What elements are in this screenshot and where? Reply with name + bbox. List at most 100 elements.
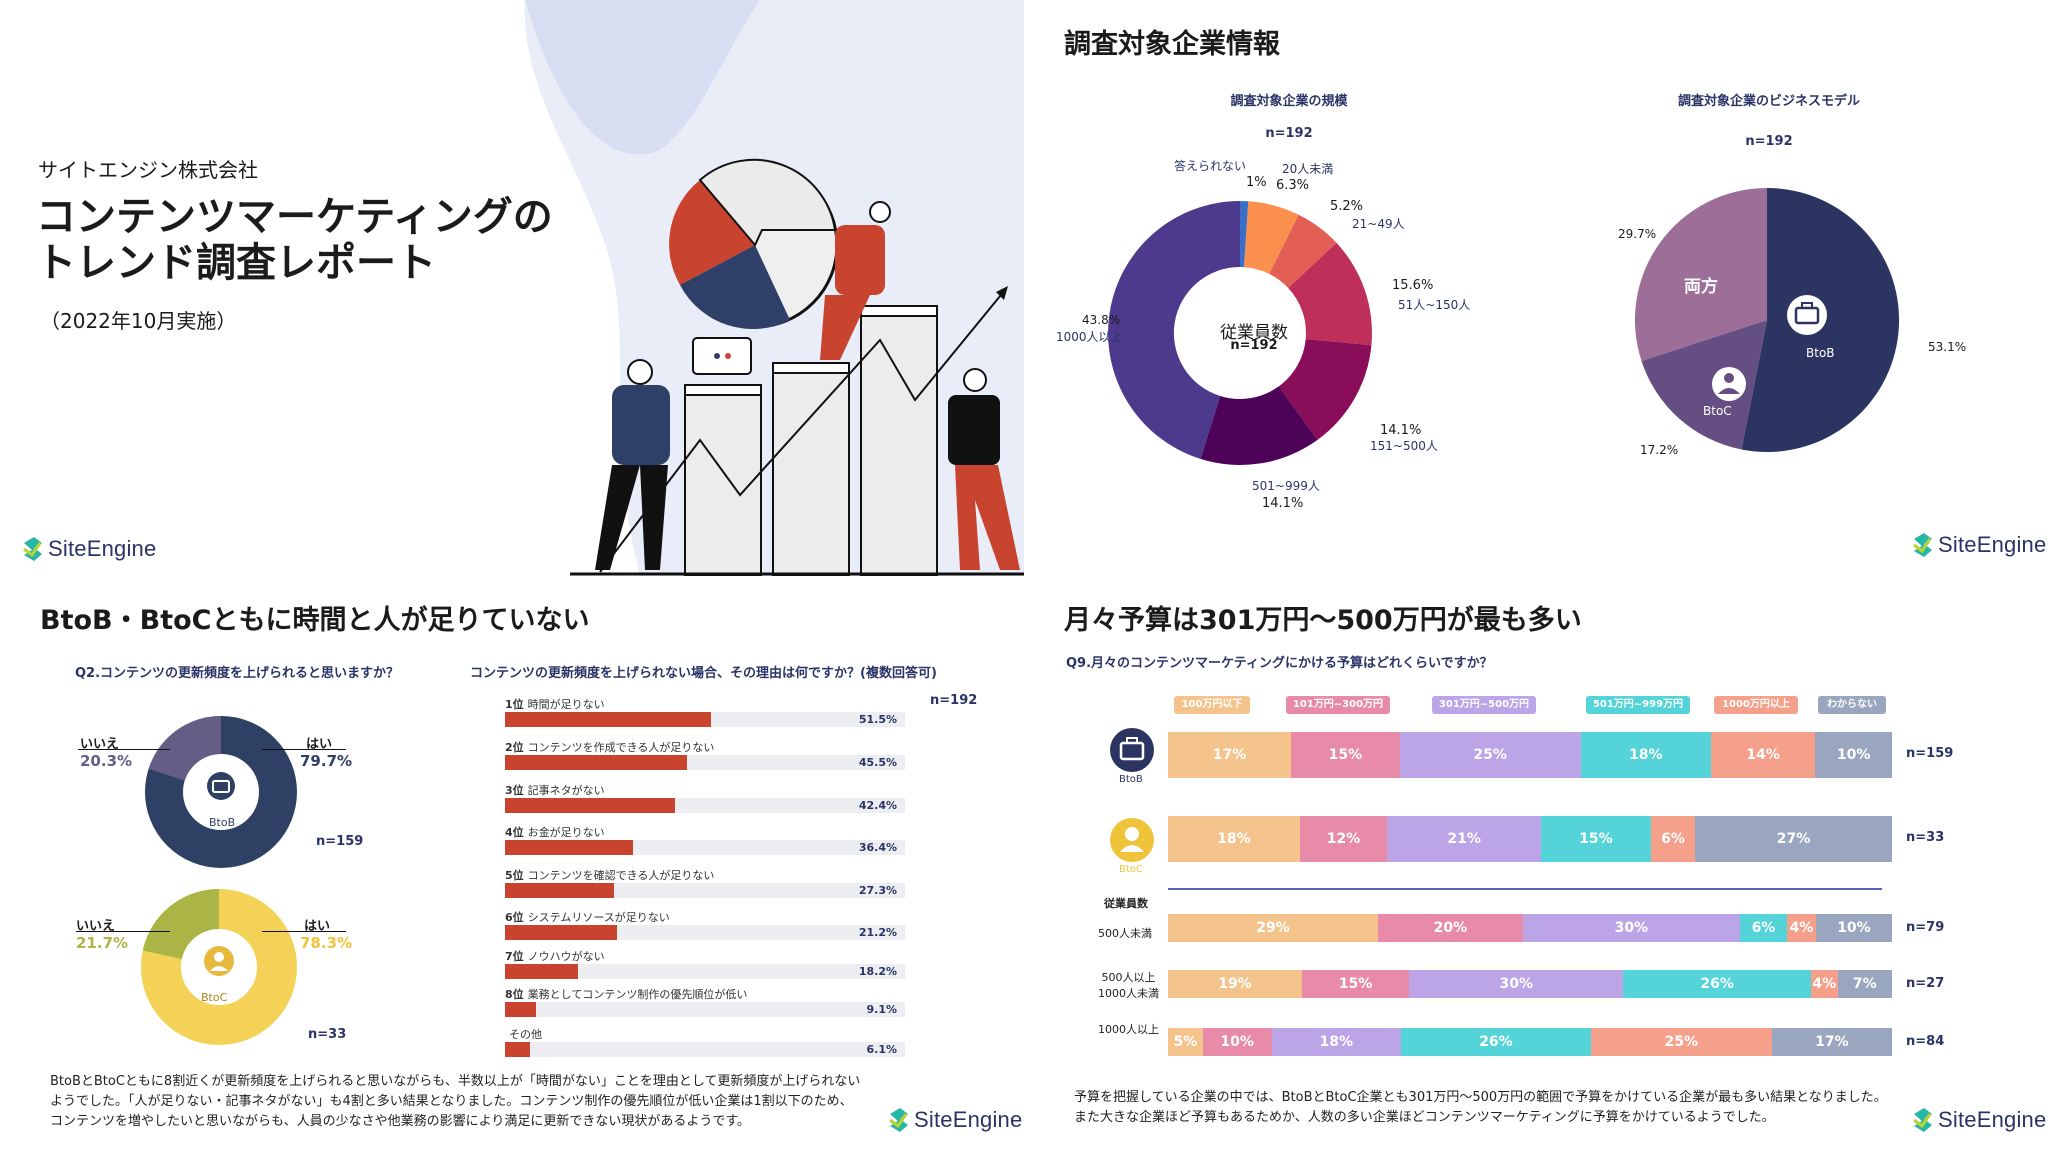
reason-pct: 21.2% — [858, 926, 897, 939]
reason-row: 8位 業務としてコンテンツ制作の優先順位が低い 9.1% — [505, 986, 905, 1017]
segment-unknown: 7% — [1837, 970, 1892, 998]
segment-301-500: 30% — [1409, 970, 1624, 998]
label-btoc: BtoC — [1703, 404, 1732, 418]
summary-line: 予算を把握している企業の中では、BtoBとBtoC企業とも301万円〜500万円… — [1074, 1090, 1887, 1105]
reason-bar-track: 9.1% — [505, 1002, 905, 1017]
btoc-yes-leader-line — [262, 931, 346, 932]
btob-donut-label: BtoB — [209, 816, 236, 829]
reasons-heading: BtoB・BtoCともに時間と人が足りていない — [40, 605, 590, 636]
row-label-under500: 500人未満 — [1098, 927, 1152, 940]
500-1000-budget-n: n=27 — [1906, 976, 1945, 991]
btoc-person-icon — [1110, 818, 1154, 862]
reason-pct: 9.1% — [866, 1003, 897, 1016]
siteengine-logo-text: SiteEngine — [1938, 1107, 2047, 1132]
segment-501-999: 15% — [1540, 816, 1651, 862]
btoc-yes-pct: 78.3% — [300, 934, 353, 952]
segment-1000-plus: 14% — [1710, 732, 1816, 778]
reason-bar — [505, 712, 711, 727]
reason-label: コンテンツを作成できる人が足りない — [527, 741, 715, 754]
segment-301-500: 21% — [1387, 816, 1541, 862]
label-151-500: 151~500人 — [1370, 439, 1438, 453]
donut-center-title: 従業員数 — [1220, 323, 1288, 343]
btoc-donut-label: BtoC — [201, 991, 228, 1004]
reason-rank: 8位 — [505, 988, 524, 1001]
legend-unknown: わからない — [1818, 696, 1886, 714]
btob-n: n=159 — [316, 834, 364, 849]
segment-101-300: 15% — [1301, 970, 1410, 998]
btoc-budget-n: n=33 — [1906, 830, 1945, 845]
company-info-heading: 調査対象企業情報 — [1064, 29, 1280, 60]
reason-label: 業務としてコンテンツ制作の優先順位が低い — [527, 988, 748, 1001]
reason-row: 2位 コンテンツを作成できる人が足りない 45.5% — [505, 739, 905, 770]
reason-label: 時間が足りない — [527, 698, 605, 711]
reason-label: ノウハウがない — [527, 950, 605, 963]
segment-301-500: 25% — [1399, 732, 1581, 778]
reason-rank: 5位 — [505, 869, 524, 882]
reason-label: コンテンツを確認できる人が足りない — [527, 869, 715, 882]
label-21-49: 21~49人 — [1352, 217, 1405, 231]
reason-bar — [505, 964, 578, 979]
legend-100-under: 100万円以下 — [1174, 696, 1250, 714]
model-chart-title: 調査対象企業のビジネスモデル — [1677, 94, 1860, 109]
employee-header: 従業員数 — [1104, 897, 1148, 910]
reason-rank: 6位 — [505, 911, 524, 924]
segment-501-999: 26% — [1623, 970, 1811, 998]
btoc-row-label: BtoC — [1119, 864, 1143, 875]
pct-1000-plus: 43.8% — [1082, 313, 1121, 327]
pct-under20: 6.3% — [1276, 178, 1310, 193]
summary-line: BtoBとBtoCともに8割近くが更新頻度を上げられると思いながらも、半数以上が… — [50, 1074, 861, 1089]
reason-row: 7位 ノウハウがない 18.2% — [505, 948, 905, 979]
under500-budget-n: n=79 — [1906, 920, 1945, 935]
reason-label: 記事ネタがない — [527, 784, 605, 797]
company-info-slide: 調査対象企業情報 調査対象企業の規模 n=192 従業員数 n=192 答えられ… — [1024, 0, 2048, 576]
pct-501-999: 14.1% — [1262, 496, 1304, 511]
btob-yes-pct: 79.7% — [300, 752, 353, 770]
segment-101-300: 20% — [1377, 914, 1523, 942]
report-title: コンテンツマーケティングの トレンド調査レポート — [36, 194, 553, 286]
summary-line: また大きな企業ほど予算もあるためか、人数の多い企業ほどコンテンツマーケティングに… — [1074, 1110, 1775, 1125]
segment-301-500: 30% — [1522, 914, 1740, 942]
reason-row: 6位 システムリソースが足りない 21.2% — [505, 909, 905, 940]
row-label-line: 1000人未満 — [1098, 987, 1159, 1000]
legend-1000-plus: 1000万円以上 — [1714, 696, 1798, 714]
stacked-bar-500-1000: 19% 15% 30% 26% 4% 7% — [1168, 970, 1892, 998]
siteengine-logo: SiteEngine — [1910, 531, 2046, 559]
pct-both: 29.7% — [1618, 227, 1657, 241]
q9-title: Q9.月々のコンテンツマーケティングにかける予算はどれくらいですか？ — [1066, 656, 1493, 671]
reason-pct: 36.4% — [858, 841, 897, 854]
reason-bar — [505, 840, 633, 855]
reason-bar — [505, 1042, 530, 1057]
siteengine-logo: SiteEngine — [1910, 1106, 2046, 1134]
siteengine-logo-text: SiteEngine — [1938, 532, 2047, 557]
btob-q2-donut — [145, 716, 297, 868]
segment-301-500: 18% — [1271, 1028, 1402, 1056]
segment-501-999: 18% — [1580, 732, 1711, 778]
segment-1000-plus: 4% — [1810, 970, 1838, 998]
reason-row: 4位 お金が足りない 36.4% — [505, 824, 905, 855]
segment-unknown: 27% — [1695, 816, 1892, 862]
segment-100-under: 5% — [1168, 1028, 1203, 1056]
label-both: 両方 — [1684, 277, 1718, 297]
segment-1000-plus: 6% — [1650, 816, 1696, 862]
segment-101-300: 15% — [1291, 732, 1400, 778]
btob-no-leader-line — [78, 749, 170, 750]
btoc-no-pct: 21.7% — [76, 934, 129, 952]
segment-100-under: 18% — [1168, 816, 1300, 862]
reason-bar-track: 42.4% — [505, 798, 905, 813]
siteengine-logo-icon — [1913, 1108, 1932, 1132]
pct-no-answer: 1% — [1246, 175, 1267, 190]
reason-bar-track: 18.2% — [505, 964, 905, 979]
siteengine-logo-text: SiteEngine — [914, 1107, 1023, 1132]
reason-row: その他 6.1% — [505, 1026, 905, 1057]
siteengine-logo: SiteEngine — [886, 1106, 1022, 1134]
btoc-yes-label: はい — [304, 919, 331, 934]
pct-btob: 53.1% — [1928, 340, 1967, 354]
btoc-no-label: いいえ — [76, 919, 116, 934]
reason-bar-track: 45.5% — [505, 755, 905, 770]
stacked-bar-1000-plus: 5% 10% 18% 26% 25% 17% — [1168, 1028, 1892, 1056]
segment-101-300: 10% — [1202, 1028, 1272, 1056]
segment-1000-plus: 25% — [1590, 1028, 1772, 1056]
pct-21-49: 5.2% — [1330, 199, 1364, 214]
segment-501-999: 26% — [1401, 1028, 1591, 1056]
reason-pct: 51.5% — [858, 713, 897, 726]
